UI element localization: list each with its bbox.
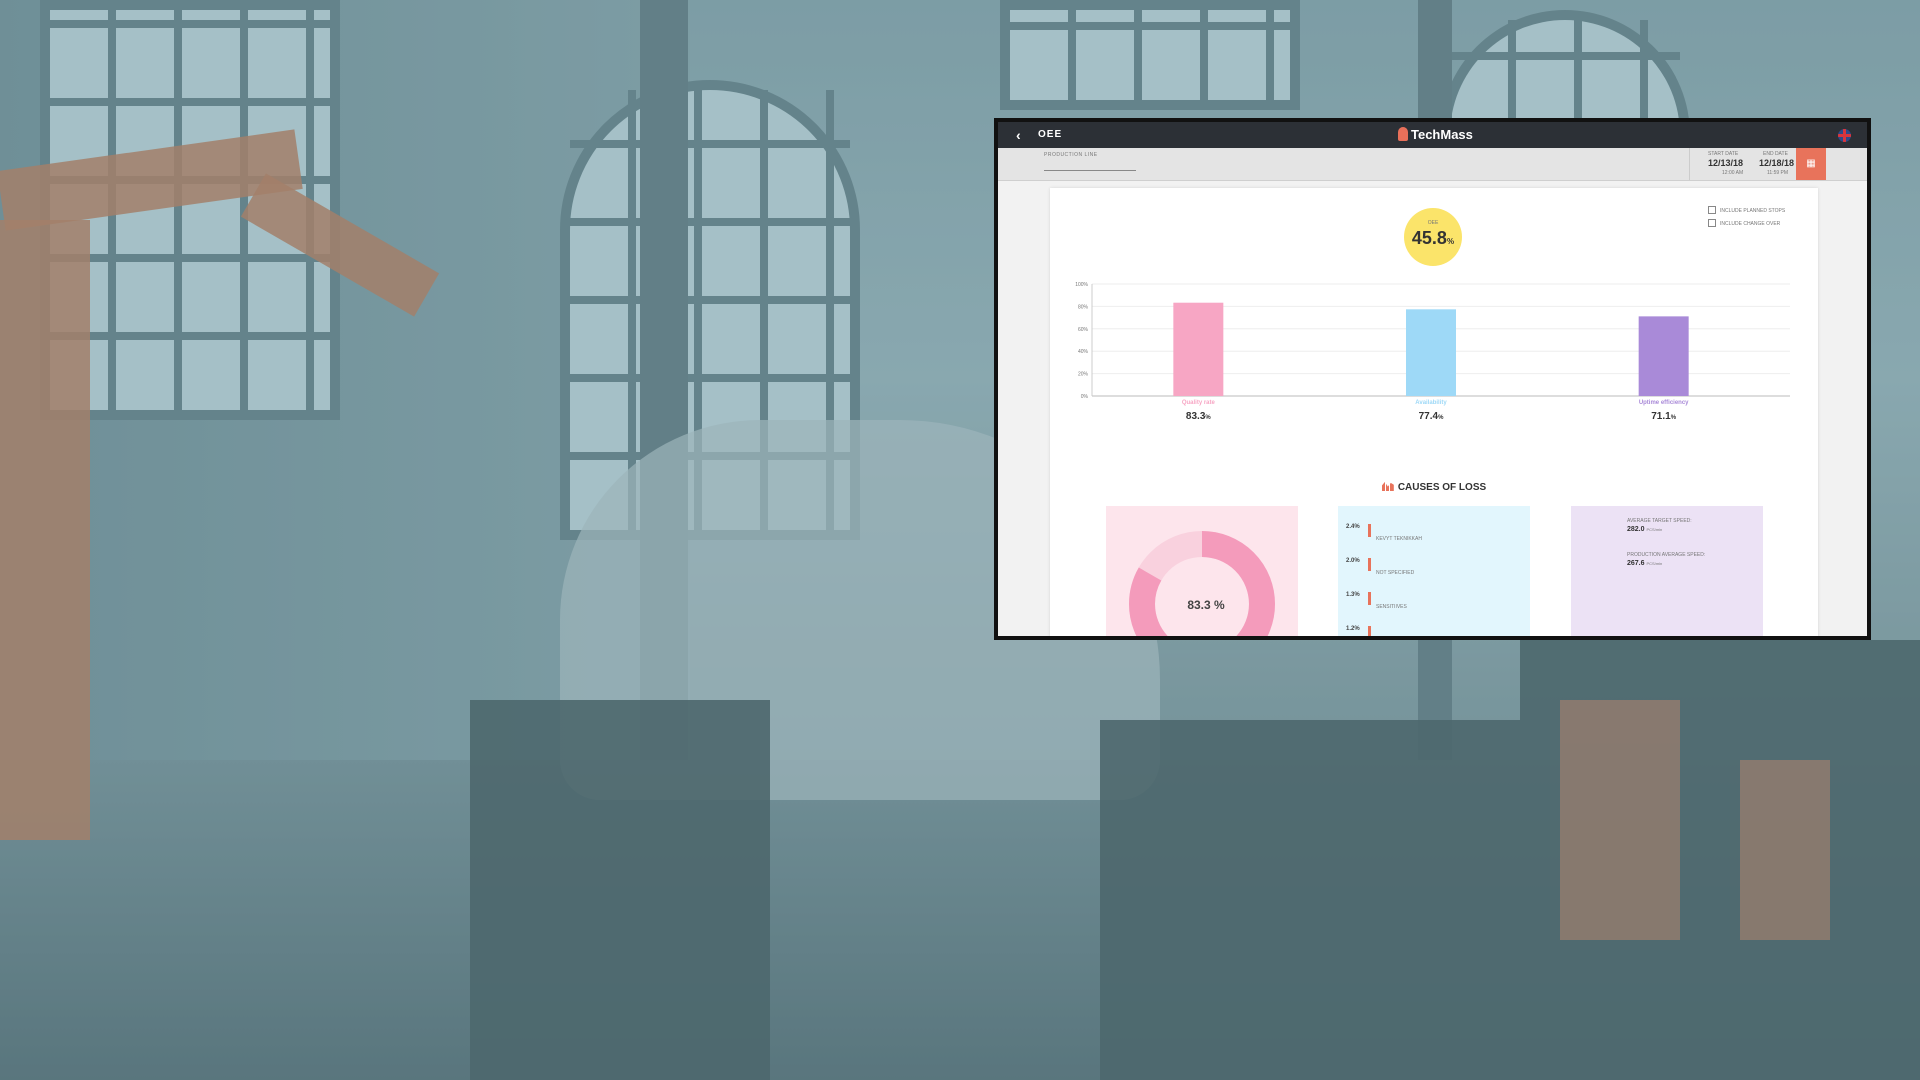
loss-name: SENSITIIVES <box>1376 604 1407 610</box>
bar-category-label: Quality rate <box>1181 400 1215 406</box>
loss-bar <box>1368 558 1371 571</box>
background-window <box>1000 0 1300 110</box>
end-date-label: END DATE <box>1763 151 1788 157</box>
calendar-button[interactable]: ▦ <box>1796 148 1826 180</box>
background-robot-base <box>1740 760 1830 940</box>
speed-panel: AVERAGE TARGET SPEED: 282.0 PCS/min PROD… <box>1571 506 1763 636</box>
production-speed-label: PRODUCTION AVERAGE SPEED: <box>1627 552 1706 558</box>
bar-value-label: 77.4% <box>1418 411 1444 422</box>
end-time-value: 11:59 PM <box>1767 170 1789 176</box>
y-tick-label: 40% <box>1078 349 1089 355</box>
y-tick-label: 100% <box>1075 282 1088 288</box>
options-checkboxes: INCLUDE PLANNED STOPS INCLUDE CHANGE OVE… <box>1708 206 1785 232</box>
quality-donut-panel: 83.3 % <box>1106 506 1298 636</box>
background-machine <box>470 700 770 1080</box>
start-date-picker[interactable]: START DATE 12/13/18 12:00 AM <box>1689 148 1760 180</box>
donut-arc <box>1129 531 1275 636</box>
bar-value-label: 71.1% <box>1651 411 1677 422</box>
loss-bar <box>1368 626 1371 636</box>
background-robot-base <box>1560 700 1680 940</box>
target-speed-label: AVERAGE TARGET SPEED: <box>1627 518 1692 524</box>
loss-percent: 2.0% <box>1346 558 1360 564</box>
loss-name: KEVYT TEKNIKKAH <box>1376 536 1422 542</box>
oee-badge: OEE 45.8% <box>1404 208 1462 266</box>
bar-category-label: Availability <box>1415 400 1447 406</box>
donut-value: 83.3 % <box>1187 598 1225 612</box>
y-tick-label: 80% <box>1078 304 1089 310</box>
oee-label: OEE <box>1427 220 1439 226</box>
include-planned-stops-checkbox[interactable]: INCLUDE PLANNED STOPS <box>1708 206 1785 214</box>
brand-logo: TechMass <box>1398 127 1473 142</box>
dashboard-screen: ‹ OEE TechMass PRODUCTION LINE START DAT… <box>998 122 1867 636</box>
quality-donut-chart <box>1129 531 1275 636</box>
production-line-label: PRODUCTION LINE <box>1044 152 1098 158</box>
bar <box>1173 302 1224 396</box>
page-title: OEE <box>1038 129 1063 140</box>
start-time-value: 12:00 AM <box>1722 170 1744 176</box>
target-speed-value: 282.0 PCS/min <box>1627 526 1663 533</box>
end-date-value: 12/18/18 <box>1759 158 1795 168</box>
y-tick-label: 60% <box>1078 327 1089 333</box>
techmass-logo-icon <box>1398 127 1408 141</box>
top-bar: ‹ OEE TechMass <box>998 122 1867 148</box>
chart-svg: 0% 20% 40% 60% 80% 100% <box>1075 282 1790 400</box>
background-robot-base <box>0 220 90 840</box>
oee-bar-chart: 0% 20% 40% 60% 80% 100% Quality rate 83.3% Avai… <box>1050 278 1818 438</box>
y-tick-label: 20% <box>1078 372 1089 378</box>
loss-percent: 2.4% <box>1346 524 1360 530</box>
uk-flag-icon[interactable] <box>1838 129 1851 142</box>
end-date-picker[interactable]: END DATE 12/18/18 11:59 PM <box>1759 148 1796 180</box>
calendar-icon: ▦ <box>1806 158 1816 169</box>
monitor-frame: ‹ OEE TechMass PRODUCTION LINE START DAT… <box>994 118 1871 640</box>
chevron-left-icon[interactable]: ‹ <box>1016 127 1021 143</box>
bar-value-label: 83.3% <box>1185 411 1211 422</box>
loss-bar <box>1368 592 1371 605</box>
bar <box>1406 309 1456 396</box>
loss-name: NOT SPECIFIED <box>1376 570 1415 576</box>
area-chart-icon <box>1381 482 1394 491</box>
bar <box>1638 316 1689 396</box>
oee-card: OEE 45.8% INCLUDE PLANNED STOPS INCLUDE … <box>1050 188 1818 636</box>
include-change-over-checkbox[interactable]: INCLUDE CHANGE OVER <box>1708 219 1785 227</box>
bar-category-label: Uptime efficiency <box>1638 400 1689 406</box>
loss-percent: 1.3% <box>1346 592 1360 598</box>
loss-bar <box>1368 524 1371 537</box>
oee-value: 45.8% <box>1411 228 1455 248</box>
brand-name: TechMass <box>1411 127 1473 142</box>
production-line-select[interactable] <box>1044 170 1136 171</box>
y-tick-label: 0% <box>1081 394 1089 400</box>
start-date-value: 12/13/18 <box>1708 158 1744 168</box>
start-date-label: START DATE <box>1708 151 1739 157</box>
loss-percent: 1.2% <box>1346 626 1360 632</box>
filter-bar: PRODUCTION LINE START DATE 12/13/18 12:0… <box>998 148 1867 181</box>
causes-of-loss-title: CAUSES OF LOSS <box>1050 482 1818 493</box>
loss-list-panel: 2.4% KEVYT TEKNIKKAH 2.0% NOT SPECIFIED 1.3%… <box>1338 506 1530 636</box>
production-speed-value: 267.6 PCS/min <box>1627 560 1663 567</box>
background-machine <box>1100 720 1520 1080</box>
